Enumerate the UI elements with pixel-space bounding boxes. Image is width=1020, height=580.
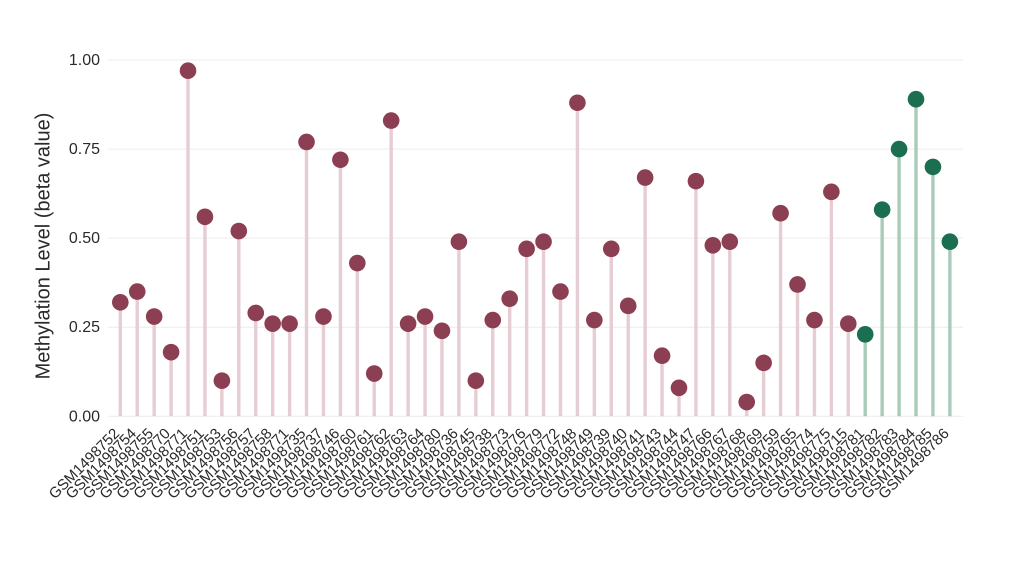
svg-text:0.75: 0.75 — [69, 141, 100, 158]
svg-text:0.50: 0.50 — [69, 230, 100, 247]
svg-text:1.00: 1.00 — [69, 52, 100, 69]
svg-text:0.25: 0.25 — [69, 319, 100, 336]
svg-text:0.00: 0.00 — [69, 408, 100, 425]
